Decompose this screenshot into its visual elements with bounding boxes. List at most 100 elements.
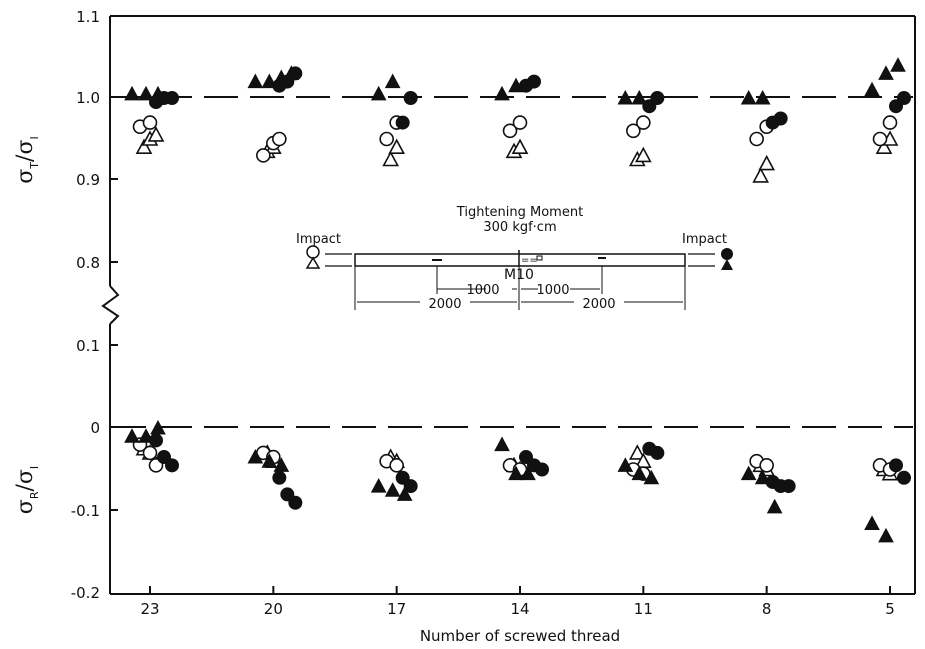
data-point-circle-filled (165, 458, 179, 473)
ylabel-slash: / (13, 154, 38, 162)
data-point-triangle-open (382, 150, 400, 167)
ylabel-den: σ (13, 140, 38, 155)
data-point-triangle-filled (247, 73, 264, 89)
data-point-triangle-filled (508, 465, 524, 481)
ylabel-den-sub: I (28, 466, 41, 469)
plot-frame (101, 15, 916, 595)
inset-impact-filled-triangle (721, 259, 733, 270)
data-point-triangle-filled (261, 453, 278, 468)
data-point-triangle-filled (520, 465, 536, 481)
data-point-triangle-open (752, 167, 770, 183)
x-tick-label: 5 (885, 600, 895, 618)
inset-impact-open-triangle (305, 256, 321, 269)
data-point-triangle-filled (370, 85, 387, 101)
data-point-circle-filled (288, 495, 303, 510)
data-point-circle-filled (650, 445, 665, 460)
data-point-triangle-open (388, 138, 406, 154)
inset-rod (354, 253, 686, 267)
data-point-triangle-filled (864, 515, 880, 530)
y-axis-title-upper-text: σT/σI (13, 136, 41, 183)
data-point-circle-open (142, 445, 158, 461)
data-point-triangle-filled (864, 81, 880, 97)
data-point-triangle-filled (878, 65, 894, 80)
data-point-triangle-open (511, 138, 529, 154)
inset-nut-box (536, 255, 543, 261)
data-point-circle-open (389, 458, 404, 473)
ylabel-den: σ (13, 469, 38, 484)
x-ticks: 23 20 17 14 11 8 5 (140, 586, 895, 618)
data-point-triangle-filled (890, 57, 906, 72)
x-tick-label: 20 (264, 600, 283, 618)
x-tick-label: 8 (762, 600, 772, 618)
data-point-circle-filled (781, 479, 796, 494)
ylabel-main: σ (13, 499, 38, 514)
data-point-triangle-filled (124, 428, 140, 443)
y-axis-title-lower: σR/σI (13, 466, 41, 514)
inset-dim-right-inner: 1000 (536, 283, 569, 298)
data-point-circle-open (749, 131, 764, 147)
y-ticks-upper: 1.1 1.0 0.9 0.8 (76, 8, 118, 272)
data-point-triangle-filled (124, 85, 140, 101)
data-point-triangle-open (147, 126, 165, 142)
data-point-triangle-filled (396, 486, 413, 501)
inset-dim-left-inner: 1000 (466, 283, 499, 298)
data-point-triangle-open (634, 146, 652, 163)
axis-break (101, 285, 120, 325)
data-point-triangle-open (628, 444, 646, 460)
x-tick-label: 17 (387, 600, 406, 618)
data-point-circle-filled (897, 91, 911, 105)
data-point-triangle-filled (740, 465, 757, 481)
y-tick-label: 1.1 (76, 8, 100, 26)
data-point-circle-open (256, 148, 271, 163)
data-point-triangle-filled (494, 436, 510, 452)
ylabel-main: σ (13, 169, 38, 184)
y-axis-title-lower-text: σR/σI (13, 466, 41, 514)
data-point-triangle-filled (138, 85, 154, 101)
data-point-circle-open (502, 123, 518, 139)
y-tick-label: -0.1 (71, 502, 100, 520)
data-points (124, 57, 911, 543)
x-tick-label: 23 (140, 600, 159, 618)
data-point-circle-filled (403, 479, 418, 494)
data-point-circle-filled (165, 91, 179, 105)
inset-nut-symbol: == (521, 255, 538, 266)
data-point-circle-filled (897, 470, 911, 485)
data-point-circle-open (142, 115, 158, 130)
y-tick-label: 0.9 (76, 171, 100, 189)
ylabel-den-sub: I (28, 136, 41, 139)
data-point-circle-filled (403, 91, 418, 105)
data-point-circle-open (626, 123, 641, 139)
x-tick-label: 14 (510, 600, 529, 618)
y-tick-label: 0 (90, 419, 100, 437)
y-ticks-lower: 0.1 0 -0.1 -0.2 (71, 337, 118, 602)
data-point-triangle-filled (617, 89, 634, 105)
data-point-circle-filled (527, 74, 541, 89)
data-point-circle-open (379, 131, 394, 147)
y-tick-label: 0.8 (76, 254, 100, 272)
y-tick-label: 0.1 (76, 337, 100, 355)
data-point-triangle-filled (631, 89, 648, 105)
data-point-circle-filled (288, 66, 303, 81)
data-point-circle-open (512, 115, 528, 130)
data-point-triangle-filled (384, 482, 401, 497)
data-point-circle-open (759, 458, 774, 473)
data-point-circle-open (636, 115, 651, 130)
x-axis-title: Number of screwed thread (420, 627, 620, 645)
data-point-circle-filled (889, 458, 903, 473)
ylabel-sub: T (28, 162, 41, 170)
inset-dim-label-bg (574, 294, 624, 310)
data-point-triangle-filled (740, 89, 757, 105)
inset-dim-left-outer: 2000 (428, 297, 461, 312)
inset-dim-label-bg (538, 280, 570, 296)
data-point-circle-filled (535, 462, 549, 477)
data-point-circle-open (872, 131, 888, 147)
data-point-circle-filled (650, 91, 665, 105)
y-axis-title-upper: σT/σI (13, 136, 41, 183)
data-point-circle-open (272, 131, 287, 147)
data-point-triangle-filled (643, 469, 660, 485)
data-point-triangle-open (758, 154, 776, 171)
data-point-triangle-filled (631, 465, 648, 481)
y-tick-label: 1.0 (76, 89, 100, 107)
inset-dim-right-outer: 2000 (582, 297, 615, 312)
